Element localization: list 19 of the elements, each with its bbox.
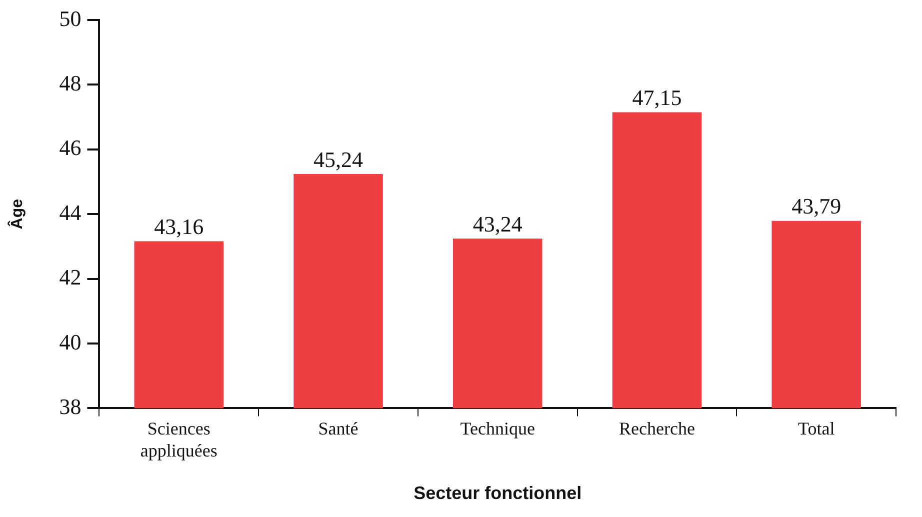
y-tick-label: 50: [59, 6, 82, 31]
y-tick-label: 46: [59, 135, 82, 160]
y-axis-title: Âge: [7, 198, 26, 230]
y-tick-label: 44: [59, 200, 82, 225]
x-tick-label: Technique: [460, 418, 535, 439]
y-tick-label: 48: [59, 70, 82, 96]
data-label: 43,79: [792, 194, 842, 219]
data-label: 43,16: [154, 214, 204, 240]
x-tick-label: Total: [798, 418, 835, 439]
x-axis-title: Secteur fonctionnel: [414, 483, 582, 504]
x-tick-label: Sciences appliquées: [140, 418, 218, 460]
data-label: 45,24: [313, 146, 363, 172]
x-tick-label: Recherche: [618, 418, 695, 439]
data-label: 47,15: [632, 84, 682, 110]
y-tick-label: 38: [59, 394, 82, 419]
x-tick-label: Santé: [318, 418, 358, 439]
y-tick-label: 40: [59, 329, 82, 354]
data-label: 43,24: [472, 211, 522, 236]
y-tick-label: 42: [59, 264, 82, 290]
